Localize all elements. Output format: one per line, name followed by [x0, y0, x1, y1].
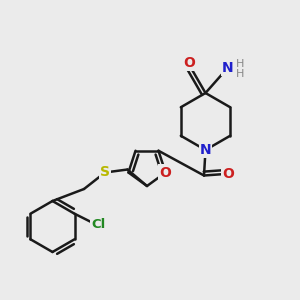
Text: O: O — [222, 167, 234, 181]
Text: N: N — [200, 143, 211, 157]
Text: N: N — [222, 61, 234, 74]
Text: H: H — [236, 69, 244, 79]
Text: O: O — [183, 56, 195, 70]
Text: H: H — [236, 59, 244, 69]
Text: O: O — [160, 166, 172, 179]
Text: S: S — [100, 166, 110, 179]
Text: Cl: Cl — [92, 218, 106, 231]
